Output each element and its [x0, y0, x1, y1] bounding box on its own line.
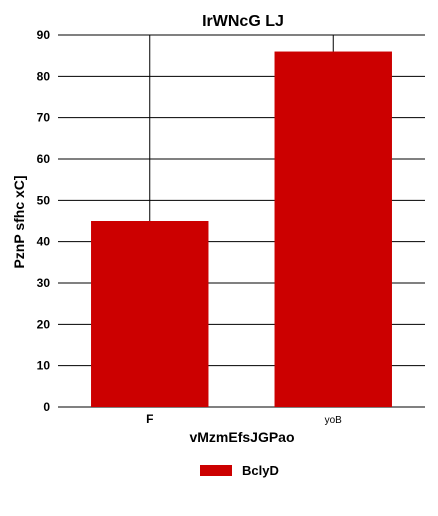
y-tick-label: 80	[37, 69, 51, 83]
x-axis-label: vMzmEfsJGPao	[189, 429, 294, 445]
y-tick-label: 70	[37, 111, 51, 125]
x-tick-label: yoB	[325, 415, 343, 426]
bars	[91, 51, 392, 408]
bar-yoB	[274, 51, 392, 408]
chart-title: IrWNcG LJ	[202, 13, 284, 30]
y-tick-labels: 0 10 20 30 40 50 60 70 80 90	[37, 28, 51, 414]
x-tick-label: F	[146, 412, 153, 426]
y-tick-label: 60	[37, 152, 51, 166]
y-tick-label: 90	[37, 28, 51, 42]
y-tick-label: 50	[37, 193, 51, 207]
y-tick-label: 40	[37, 235, 51, 249]
legend: BclyD	[200, 463, 279, 478]
legend-swatch	[200, 465, 232, 476]
y-tick-label: 10	[37, 359, 51, 373]
y-tick-label: 30	[37, 276, 51, 290]
y-axis-label: PznP sfhc xC]	[11, 175, 27, 268]
legend-label: BclyD	[242, 463, 279, 478]
bar-F	[91, 221, 209, 407]
y-tick-label: 0	[43, 400, 50, 414]
y-tick-label: 20	[37, 317, 51, 331]
